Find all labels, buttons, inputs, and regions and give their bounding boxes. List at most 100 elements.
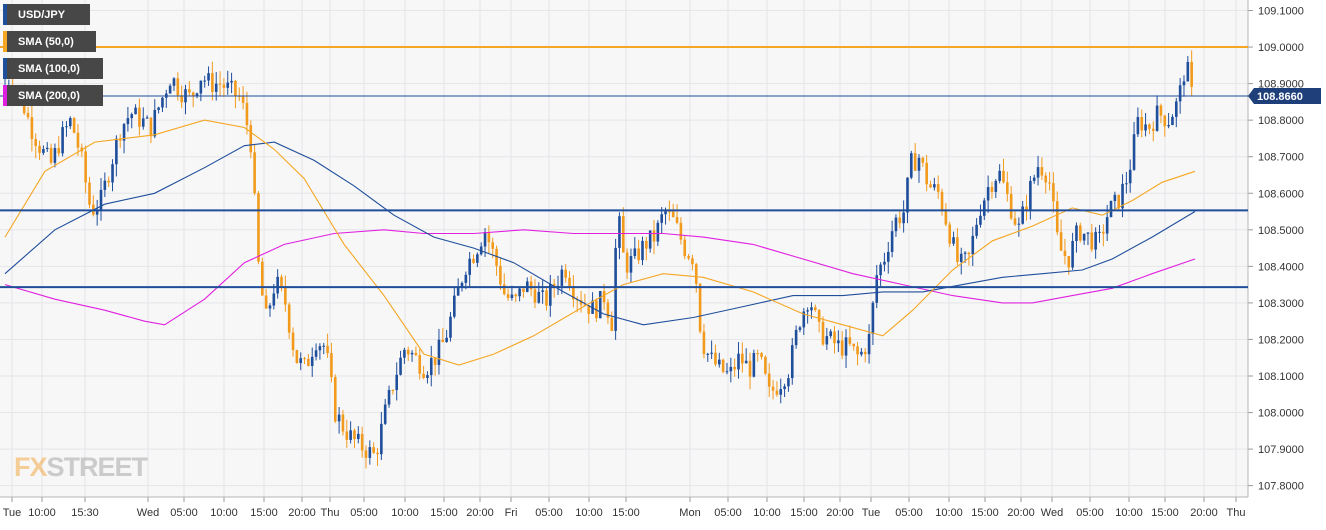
candle-bullish xyxy=(729,366,733,372)
last-price-label: 108.8660 xyxy=(1257,91,1303,103)
candle-bullish xyxy=(1032,177,1036,181)
legend-item-sma50[interactable]: SMA (50,0) xyxy=(3,31,96,52)
candle-bearish xyxy=(280,276,283,287)
sma200-line xyxy=(4,229,1196,326)
candle-bullish xyxy=(549,283,552,306)
legend-item-usdjpy[interactable]: USD/JPY xyxy=(3,4,90,25)
candle-bearish xyxy=(587,305,591,314)
candle-bullish xyxy=(902,212,905,224)
legend-item-sma200[interactable]: SMA (200,0) xyxy=(3,85,103,106)
candle-bullish xyxy=(660,214,663,223)
candle-bullish xyxy=(725,371,729,373)
candle-bearish xyxy=(341,414,345,432)
candle-bearish xyxy=(326,345,329,354)
candle-bearish xyxy=(345,431,349,440)
chart-legend: USD/JPY SMA (50,0) SMA (100,0) SMA (200,… xyxy=(3,4,103,112)
candle-bearish xyxy=(487,232,491,243)
candle-bearish xyxy=(990,187,994,192)
candle-bearish xyxy=(856,346,859,355)
candle-bearish xyxy=(863,351,867,355)
candle-bearish xyxy=(1006,182,1009,194)
candle-bullish xyxy=(1182,81,1186,86)
candle-bearish xyxy=(211,73,214,92)
candle-bearish xyxy=(49,147,53,163)
candle-bullish xyxy=(618,216,621,248)
legend-swatch-sma100 xyxy=(3,58,7,79)
candle-bullish xyxy=(103,180,107,190)
candle-bullish xyxy=(706,353,710,355)
candle-bearish xyxy=(372,447,375,453)
x-tick-label: 20:00 xyxy=(1007,507,1035,519)
y-tick-label: 108.1000 xyxy=(1258,371,1304,383)
candle-bullish xyxy=(629,256,633,273)
candle-bearish xyxy=(264,295,268,309)
candle-bearish xyxy=(898,217,902,224)
candle-bullish xyxy=(195,93,199,96)
candle-bullish xyxy=(798,327,802,330)
candle-bearish xyxy=(1048,182,1051,184)
candle-bullish xyxy=(641,240,644,261)
candle-bullish xyxy=(633,248,637,257)
candle-bullish xyxy=(445,337,448,343)
x-tick-label: 15:00 xyxy=(790,507,818,519)
x-tick-label: 10:00 xyxy=(753,507,781,519)
candle-bearish xyxy=(817,310,821,322)
candle-bearish xyxy=(1140,117,1144,131)
candle-bullish xyxy=(1098,231,1101,233)
fxstreet-logo: FXSTREET xyxy=(14,452,148,483)
candle-bearish xyxy=(472,258,475,263)
candle-bearish xyxy=(514,294,518,297)
candle-bearish xyxy=(502,284,506,295)
candle-bullish xyxy=(860,351,863,355)
x-tick-label: Fri xyxy=(505,507,518,519)
candle-bullish xyxy=(717,359,721,365)
candle-bearish xyxy=(775,390,779,395)
candle-bullish xyxy=(986,187,990,201)
legend-item-sma100[interactable]: SMA (100,0) xyxy=(3,58,103,79)
candle-bearish xyxy=(295,350,299,364)
x-tick-label: 05:00 xyxy=(535,507,563,519)
legend-swatch-sma50 xyxy=(3,31,7,52)
candle-bearish xyxy=(1040,167,1044,176)
candle-bullish xyxy=(810,307,813,311)
candle-bearish xyxy=(714,352,717,365)
candle-bullish xyxy=(1094,231,1097,250)
candle-bullish xyxy=(276,276,279,294)
candle-bearish xyxy=(645,240,648,249)
candle-bullish xyxy=(380,423,383,455)
candle-bullish xyxy=(437,339,441,365)
candle-bearish xyxy=(491,242,495,249)
x-tick-label: 10:00 xyxy=(1115,507,1143,519)
candle-bullish xyxy=(111,164,114,183)
candle-bullish xyxy=(806,310,809,312)
candle-bullish xyxy=(890,231,894,252)
candle-bearish xyxy=(610,317,614,331)
candle-bearish xyxy=(814,307,817,311)
x-tick-label: 20:00 xyxy=(466,507,494,519)
candle-bearish xyxy=(118,138,122,141)
candle-bearish xyxy=(652,230,656,242)
candle-bearish xyxy=(26,113,30,118)
x-tick-label: 05:00 xyxy=(350,507,378,519)
candle-bullish xyxy=(1125,183,1128,185)
candle-bearish xyxy=(936,184,940,192)
candle-bearish xyxy=(107,180,110,183)
candle-bearish xyxy=(261,261,264,296)
candle-bearish xyxy=(583,304,587,306)
candle-bullish xyxy=(656,222,660,242)
candle-bullish xyxy=(783,386,786,390)
x-tick-label: 15:00 xyxy=(250,507,278,519)
y-tick-label: 108.3000 xyxy=(1258,298,1304,310)
x-tick-label: 20:00 xyxy=(288,507,316,519)
candle-bullish xyxy=(829,331,832,337)
candle-bullish xyxy=(1113,194,1117,201)
candle-bullish xyxy=(1036,167,1040,178)
candle-bearish xyxy=(852,343,856,347)
candle-bearish xyxy=(176,78,180,96)
candle-bullish xyxy=(214,83,218,92)
candle-bearish xyxy=(721,359,725,372)
y-tick-label: 108.7000 xyxy=(1258,152,1304,164)
candle-bullish xyxy=(883,261,886,265)
